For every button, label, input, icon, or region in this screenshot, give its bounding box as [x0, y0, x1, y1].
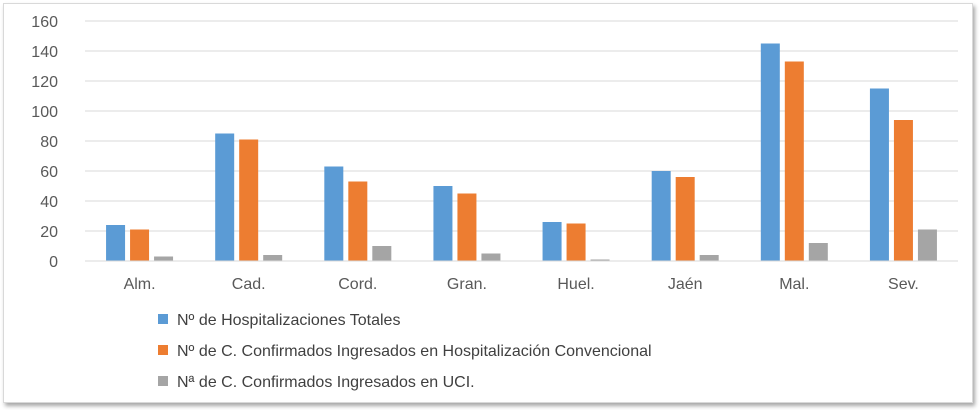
y-tick-label: 160: [31, 14, 58, 31]
legend-swatch: [158, 345, 168, 355]
x-tick-label: Gran.: [447, 276, 487, 293]
bar: [917, 229, 937, 261]
x-tick-label: Mal.: [779, 276, 809, 293]
y-tick-label: 120: [31, 74, 58, 91]
legend-label: Nº de C. Confirmados Ingresados en Hospi…: [177, 343, 652, 360]
bar: [675, 177, 695, 261]
x-tick-label: Alm.: [124, 276, 156, 293]
bar: [760, 43, 780, 261]
bar: [699, 255, 719, 261]
legend-swatch: [158, 376, 168, 386]
x-tick-label: Cad.: [232, 276, 266, 293]
bar: [239, 139, 259, 261]
bar: [263, 255, 283, 261]
y-tick-label: 100: [31, 104, 58, 121]
bar: [481, 253, 501, 261]
y-tick-label: 40: [40, 194, 58, 211]
x-tick-label: Jaén: [668, 276, 703, 293]
y-tick-label: 60: [40, 164, 58, 181]
bar: [433, 186, 453, 261]
bar: [154, 256, 174, 261]
bar: [566, 223, 586, 261]
bars: [106, 43, 937, 261]
y-axis-ticks: 0 20 40 60 80 100 120 140 160: [31, 14, 58, 271]
y-tick-label: 20: [40, 224, 58, 241]
x-axis-ticks: Alm. Cad. Cord. Gran. Huel. Jaén Mal. Sev.: [124, 276, 919, 293]
bar: [106, 225, 126, 261]
bar: [130, 229, 150, 261]
bar: [808, 243, 828, 261]
chart-frame: [3, 3, 973, 403]
legend-label: Nº de Hospitalizaciones Totales: [177, 312, 400, 329]
legend: Nº de Hospitalizaciones Totales Nº de C. …: [158, 312, 652, 391]
legend-swatch: [158, 314, 168, 324]
y-tick-label: 0: [49, 254, 58, 271]
bar: [590, 259, 610, 261]
bar: [784, 61, 804, 261]
bar: [215, 133, 235, 261]
x-tick-label: Cord.: [338, 276, 377, 293]
y-tick-label: 140: [31, 44, 58, 61]
bar: [869, 88, 889, 261]
y-tick-label: 80: [40, 134, 58, 151]
x-tick-label: Sev.: [888, 276, 919, 293]
bar: [651, 171, 671, 261]
bar: [372, 246, 392, 261]
x-tick-label: Huel.: [557, 276, 594, 293]
bar: [348, 181, 368, 261]
legend-label: Nª de C. Confirmados Ingresados en UCI.: [177, 374, 475, 391]
bar: [893, 120, 913, 261]
bar: [324, 166, 344, 261]
bar: [542, 222, 562, 261]
bar: [457, 193, 477, 261]
